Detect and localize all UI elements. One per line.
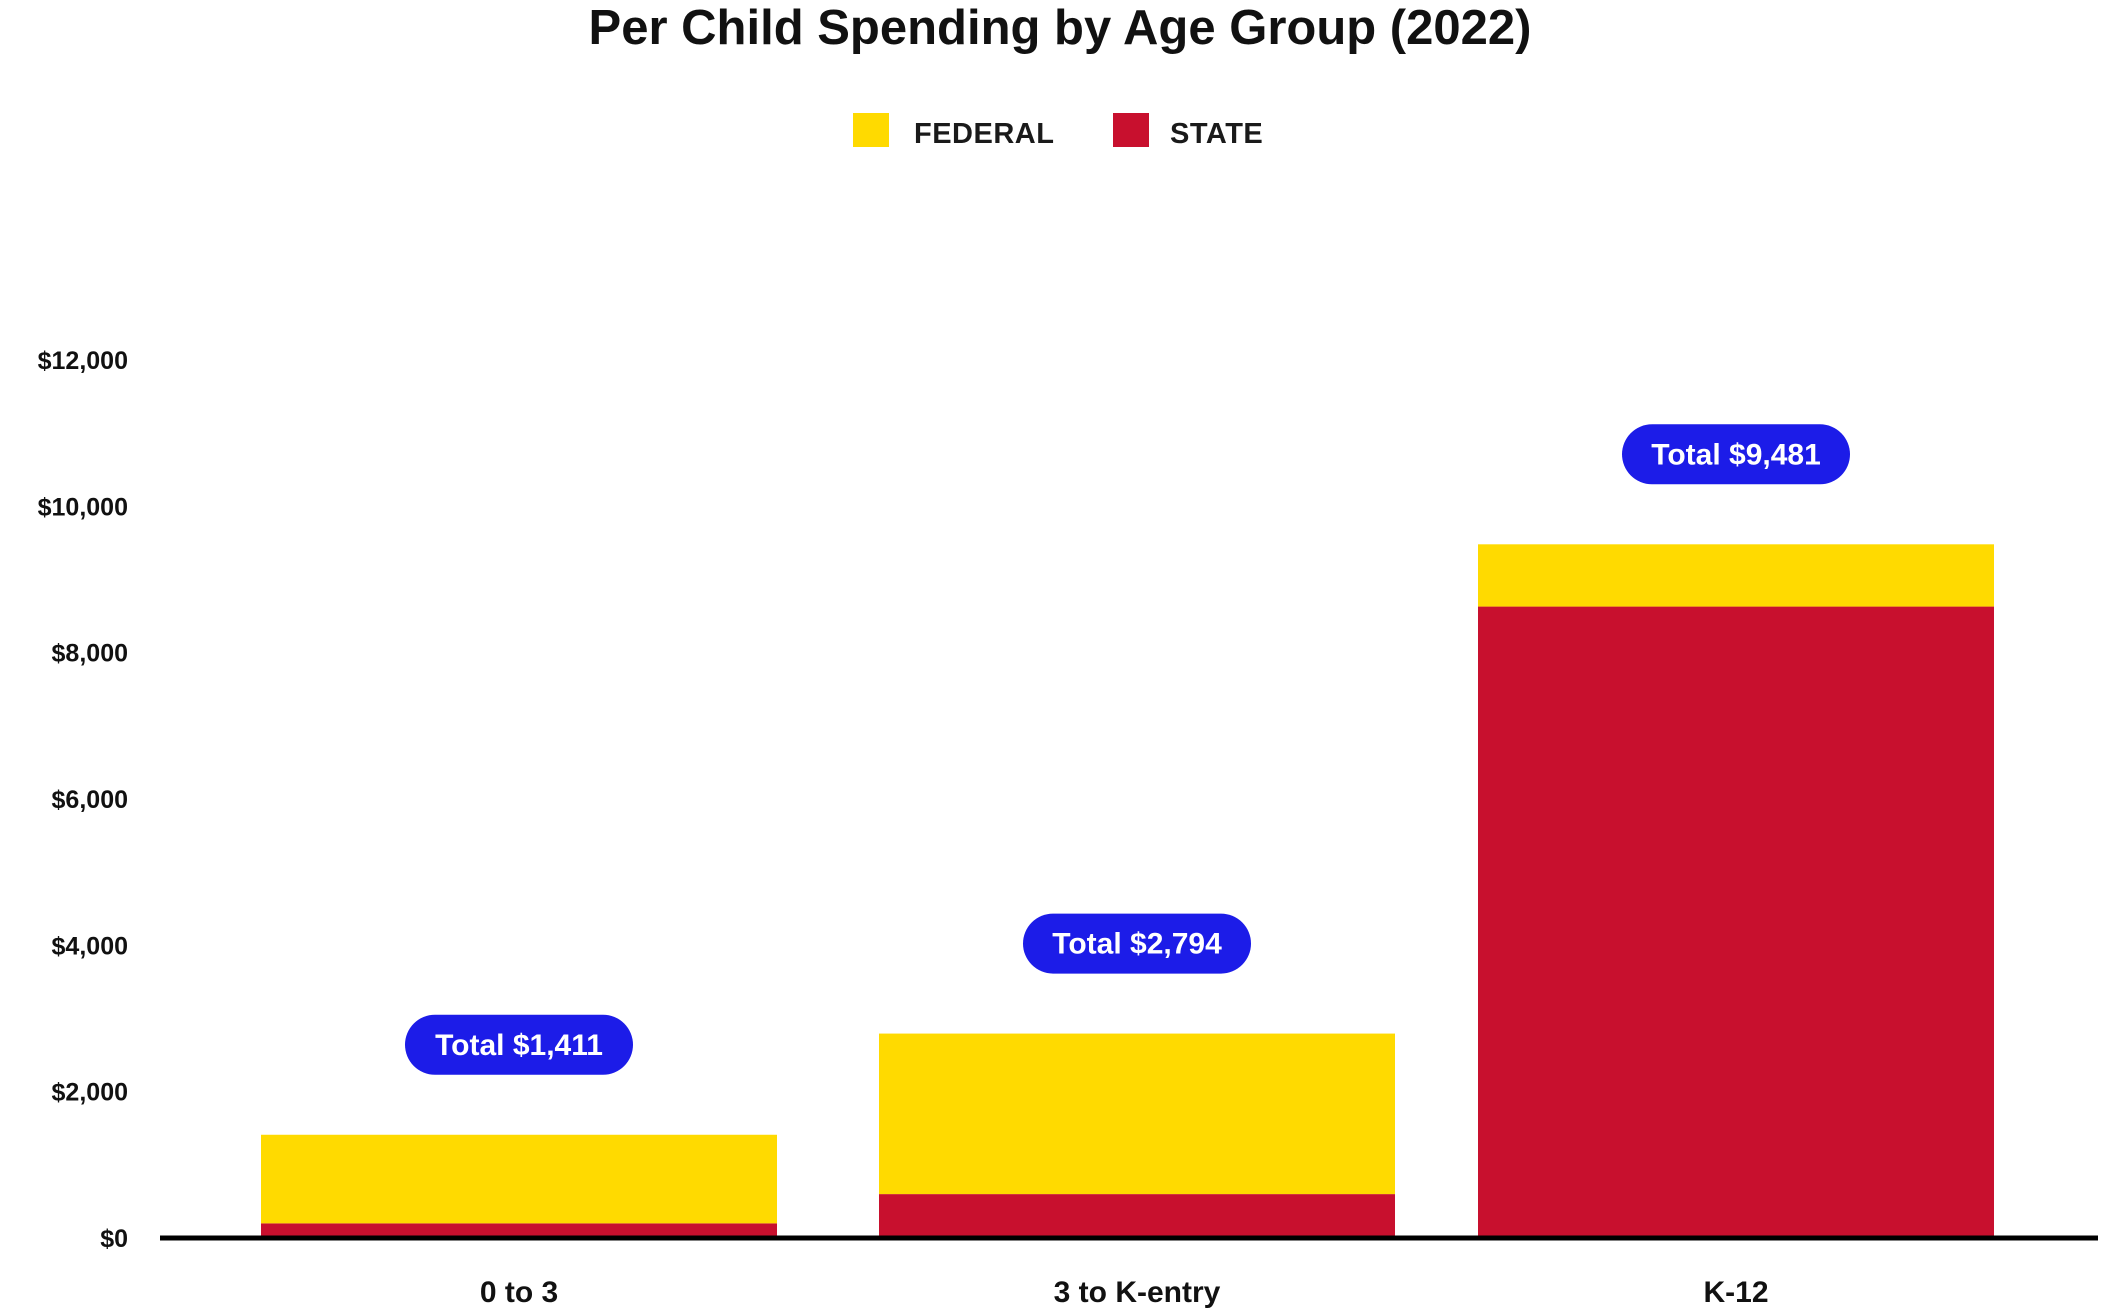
legend-swatch-state	[1113, 113, 1149, 147]
total-label: Total $1,411	[435, 1029, 603, 1062]
legend-label-state: STATE	[1170, 118, 1263, 150]
legend-label-federal: FEDERAL	[914, 118, 1054, 150]
total-label: Total $2,794	[1052, 928, 1222, 961]
chart-title: Per Child Spending by Age Group (2022)	[589, 1, 1532, 55]
total-badge-bg	[1622, 424, 1850, 485]
x-tick-label: 3 to K-entry	[1054, 1276, 1221, 1309]
y-tick-label: $8,000	[52, 640, 128, 668]
bar-state-0-to-3	[261, 1223, 777, 1238]
y-tick-label: $2,000	[52, 1079, 128, 1107]
legend: FEDERAL STATE	[853, 113, 1263, 150]
bar-federal-0-to-3	[261, 1134, 777, 1224]
bar-federal-3-to-k-entry	[879, 1033, 1395, 1195]
bars	[261, 544, 1994, 1238]
total-badge-0-to-3: Total $1,411	[405, 1014, 633, 1075]
bar-state-k-12	[1478, 606, 1994, 1238]
x-tick-label: K-12	[1703, 1276, 1768, 1309]
legend-swatch-federal	[853, 113, 889, 147]
x-tick-label: 0 to 3	[480, 1276, 558, 1309]
y-tick-label: $6,000	[52, 786, 128, 814]
y-tick-label: $10,000	[38, 493, 128, 521]
bar-federal-k-12	[1478, 544, 1994, 607]
y-axis: $0 $2,000 $4,000 $6,000 $8,000 $10,000 $12,000	[38, 347, 128, 1253]
total-badges: Total $1,411 Total $2,794 Total $9,481	[405, 424, 1850, 1075]
y-tick-label: $4,000	[52, 932, 128, 960]
total-badge-bg	[1023, 913, 1251, 974]
y-tick-label: $12,000	[38, 347, 128, 375]
bar-state-3-to-k-entry	[879, 1194, 1395, 1238]
total-badge-bg	[405, 1014, 633, 1075]
total-label: Total $9,481	[1651, 438, 1821, 471]
y-tick-label: $0	[100, 1225, 128, 1253]
total-badge-3-to-k-entry: Total $2,794	[1023, 913, 1251, 974]
x-axis: 0 to 3 3 to K-entry K-12	[160, 1235, 2098, 1309]
total-badge-k-12: Total $9,481	[1622, 424, 1850, 485]
